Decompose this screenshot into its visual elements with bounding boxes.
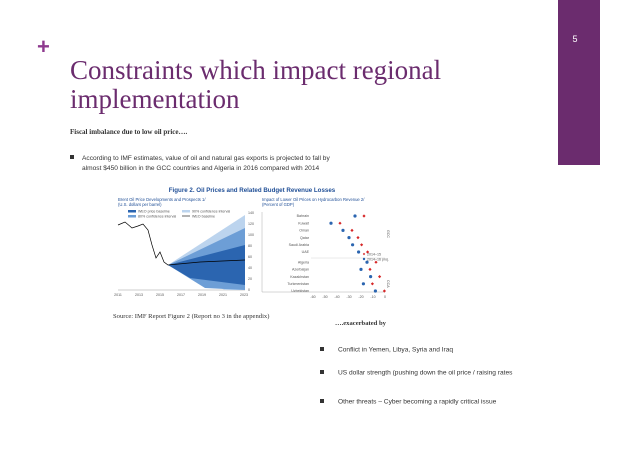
country-label: Oman xyxy=(299,229,309,233)
legend-marker xyxy=(362,252,366,256)
dot xyxy=(351,243,355,247)
x-tick-label: -30 xyxy=(346,295,351,299)
y-tick-label: 120 xyxy=(248,222,254,226)
subheading: ….exacerbated by xyxy=(335,320,387,327)
legend-label: 80% confidence interval xyxy=(138,215,176,219)
panel-title: Impact of Lower Oil Prices on Hydrocarbo… xyxy=(262,197,365,202)
panel-title: (U.S. dollars per barrel) xyxy=(118,202,162,207)
price-line xyxy=(117,221,246,266)
y-tick-label: 40 xyxy=(248,266,252,270)
diamond xyxy=(338,221,342,225)
bullet-text: According to IMF estimates, value of oil… xyxy=(82,155,330,162)
source: Source: IMF Report Figure 2 (Report no 3… xyxy=(113,313,269,320)
dot xyxy=(341,228,345,232)
fan-inner xyxy=(168,245,245,285)
dot xyxy=(347,236,351,240)
country-label: UAE xyxy=(302,250,310,254)
dot xyxy=(365,260,369,264)
diamond xyxy=(382,289,386,293)
x-tick-label: -40 xyxy=(334,295,339,299)
country-label: Bahrain xyxy=(297,214,309,218)
x-tick-label: -10 xyxy=(370,295,375,299)
panel-title: Brent Oil Price Developments and Prospec… xyxy=(118,197,206,202)
x-tick-label: 2019 xyxy=(198,293,206,297)
dot xyxy=(369,275,373,279)
diamond xyxy=(366,250,370,254)
y-tick-label: 60 xyxy=(248,255,252,259)
x-tick-label: 0 xyxy=(384,295,386,299)
country-label: Turkmenistan xyxy=(287,282,309,286)
x-tick-label: 2021 xyxy=(219,293,227,297)
plus: + xyxy=(37,34,50,59)
dot xyxy=(361,282,365,286)
y-tick-label: 0 xyxy=(248,288,250,292)
diamond xyxy=(360,243,364,247)
dot xyxy=(329,221,333,225)
legend-swatch xyxy=(182,210,190,213)
country-label: Kazakhstan xyxy=(290,275,309,279)
title-line: implementation xyxy=(70,84,240,114)
x-tick-label: 2013 xyxy=(135,293,143,297)
group-label: GCC xyxy=(386,230,390,238)
bullet xyxy=(320,399,324,403)
diamond xyxy=(350,228,354,233)
bullet-text: Other threats – Cyber becoming a rapidly… xyxy=(338,399,497,406)
figure: Figure 2. Oil Prices and Related Budget … xyxy=(114,187,390,299)
x-tick-label: -50 xyxy=(322,295,327,299)
bullet-text: US dollar strength (pushing down the oil… xyxy=(338,370,513,377)
x-tick-label: -60 xyxy=(310,295,315,299)
y-tick-label: 140 xyxy=(248,211,254,215)
country-label: Qatar xyxy=(300,236,310,240)
dot xyxy=(357,250,361,254)
bullet xyxy=(70,155,74,159)
legend-swatch xyxy=(128,215,136,218)
y-tick-label: 100 xyxy=(248,233,254,237)
country-label: Saudi Arabia xyxy=(289,243,309,247)
legend-swatch xyxy=(128,210,136,213)
bullet-text: Conflict in Yemen, Libya, Syria and Iraq xyxy=(338,347,453,354)
legend-label: 2014–15 xyxy=(367,253,381,257)
legend-marker xyxy=(362,257,366,261)
dot xyxy=(359,267,363,271)
x-tick-label: 2011 xyxy=(114,293,122,297)
figure-title: Figure 2. Oil Prices and Related Budget … xyxy=(169,187,336,194)
bullet xyxy=(320,370,324,374)
dot xyxy=(373,289,377,293)
legend-label: WEO baseline xyxy=(192,215,215,219)
diamond xyxy=(378,275,382,279)
country-label: Azerbaijan xyxy=(292,268,309,272)
dot xyxy=(353,214,357,218)
y-tick-label: 80 xyxy=(248,244,252,248)
side-band xyxy=(558,0,600,165)
country-label: Kuwait xyxy=(298,221,309,225)
legend-label: 90% confidence interval xyxy=(192,210,230,214)
title-line: Constraints which impact regional xyxy=(70,55,441,85)
x-tick-label: 2023 xyxy=(240,293,248,297)
x-tick-label: 2015 xyxy=(156,293,164,297)
diamond xyxy=(368,267,372,271)
diamond xyxy=(374,260,378,264)
x-tick-label: -20 xyxy=(358,295,363,299)
x-tick-label: 2017 xyxy=(177,293,185,297)
legend-label: 2014–16 proj. xyxy=(367,258,389,262)
panel-title: (Percent of GDP) xyxy=(262,202,295,207)
bullet-text: almost $450 billion in the GCC countries… xyxy=(82,165,319,172)
slide-number: 5 xyxy=(572,34,577,44)
subheading: Fiscal imbalance due to low oil price…. xyxy=(70,128,187,136)
legend-label: WEO price baseline xyxy=(138,210,170,214)
diamond xyxy=(356,236,360,240)
y-tick-label: 20 xyxy=(248,277,252,281)
diamond xyxy=(370,282,374,286)
country-label: Uzbekistan xyxy=(291,289,309,293)
country-label: Algeria xyxy=(298,260,309,264)
diamond xyxy=(362,214,366,218)
bullet xyxy=(320,347,324,351)
group-label: CCA xyxy=(386,280,390,288)
bullet-list: Conflict in Yemen, Libya, Syria and Iraq… xyxy=(320,347,513,406)
